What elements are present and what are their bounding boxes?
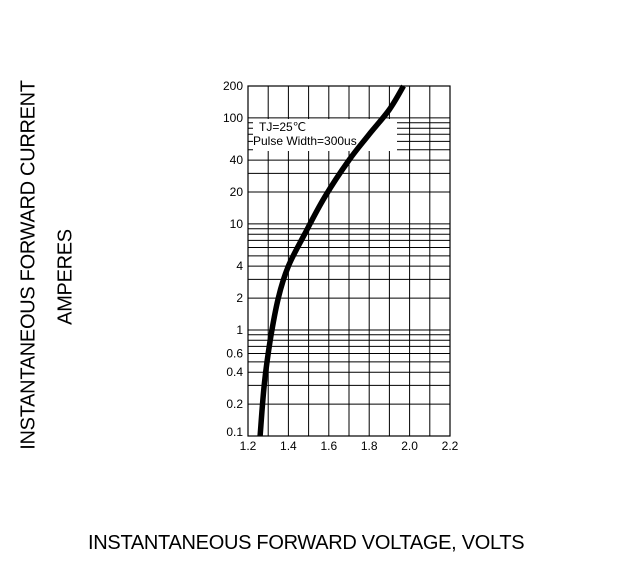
y-tick-label: 40 — [230, 153, 244, 167]
annotation-pulse-width: Pulse Width=300us — [253, 134, 357, 148]
y-tick-labels: 0.1 0.2 0.4 0.6 1 2 4 10 20 40 100 200 — [223, 79, 243, 439]
x-tick-label: 1.6 — [320, 439, 337, 453]
x-tick-label: 1.8 — [361, 439, 378, 453]
x-tick-label: 1.4 — [280, 439, 297, 453]
plot-border — [247, 85, 451, 437]
x-tick-label: 2.0 — [401, 439, 418, 453]
y-tick-label: 10 — [230, 217, 244, 231]
plot-frame — [247, 85, 451, 437]
y-tick-label: 200 — [223, 79, 243, 93]
x-tick-label: 2.2 — [442, 439, 459, 453]
y-axis-title-line2: AMPERES — [54, 229, 77, 325]
y-tick-label: 100 — [223, 111, 243, 125]
annotation-condition: TJ=25℃ — [259, 120, 306, 134]
x-axis-title: INSTANTANEOUS FORWARD VOLTAGE, VOLTS — [88, 532, 525, 554]
y-tick-label: 0.4 — [226, 365, 243, 379]
x-tick-labels: 1.2 1.4 1.6 1.8 2.0 2.2 — [240, 439, 459, 453]
y-tick-label: 0.1 — [226, 425, 243, 439]
y-tick-label: 1 — [236, 323, 243, 337]
x-tick-label: 1.2 — [240, 439, 257, 453]
series-layer — [257, 84, 406, 437]
y-tick-label: 20 — [230, 185, 244, 199]
annotation-background — [253, 119, 397, 151]
annotation: TJ=25℃ Pulse Width=300us — [253, 119, 397, 151]
y-tick-label: 2 — [236, 291, 243, 305]
y-tick-label: 4 — [236, 259, 243, 273]
series-line — [257, 84, 406, 437]
y-tick-label: 0.6 — [226, 347, 243, 361]
y-axis-title-line1: INSTANTANEOUS FORWARD CURRENT — [17, 80, 40, 450]
y-tick-label: 0.2 — [226, 397, 243, 411]
